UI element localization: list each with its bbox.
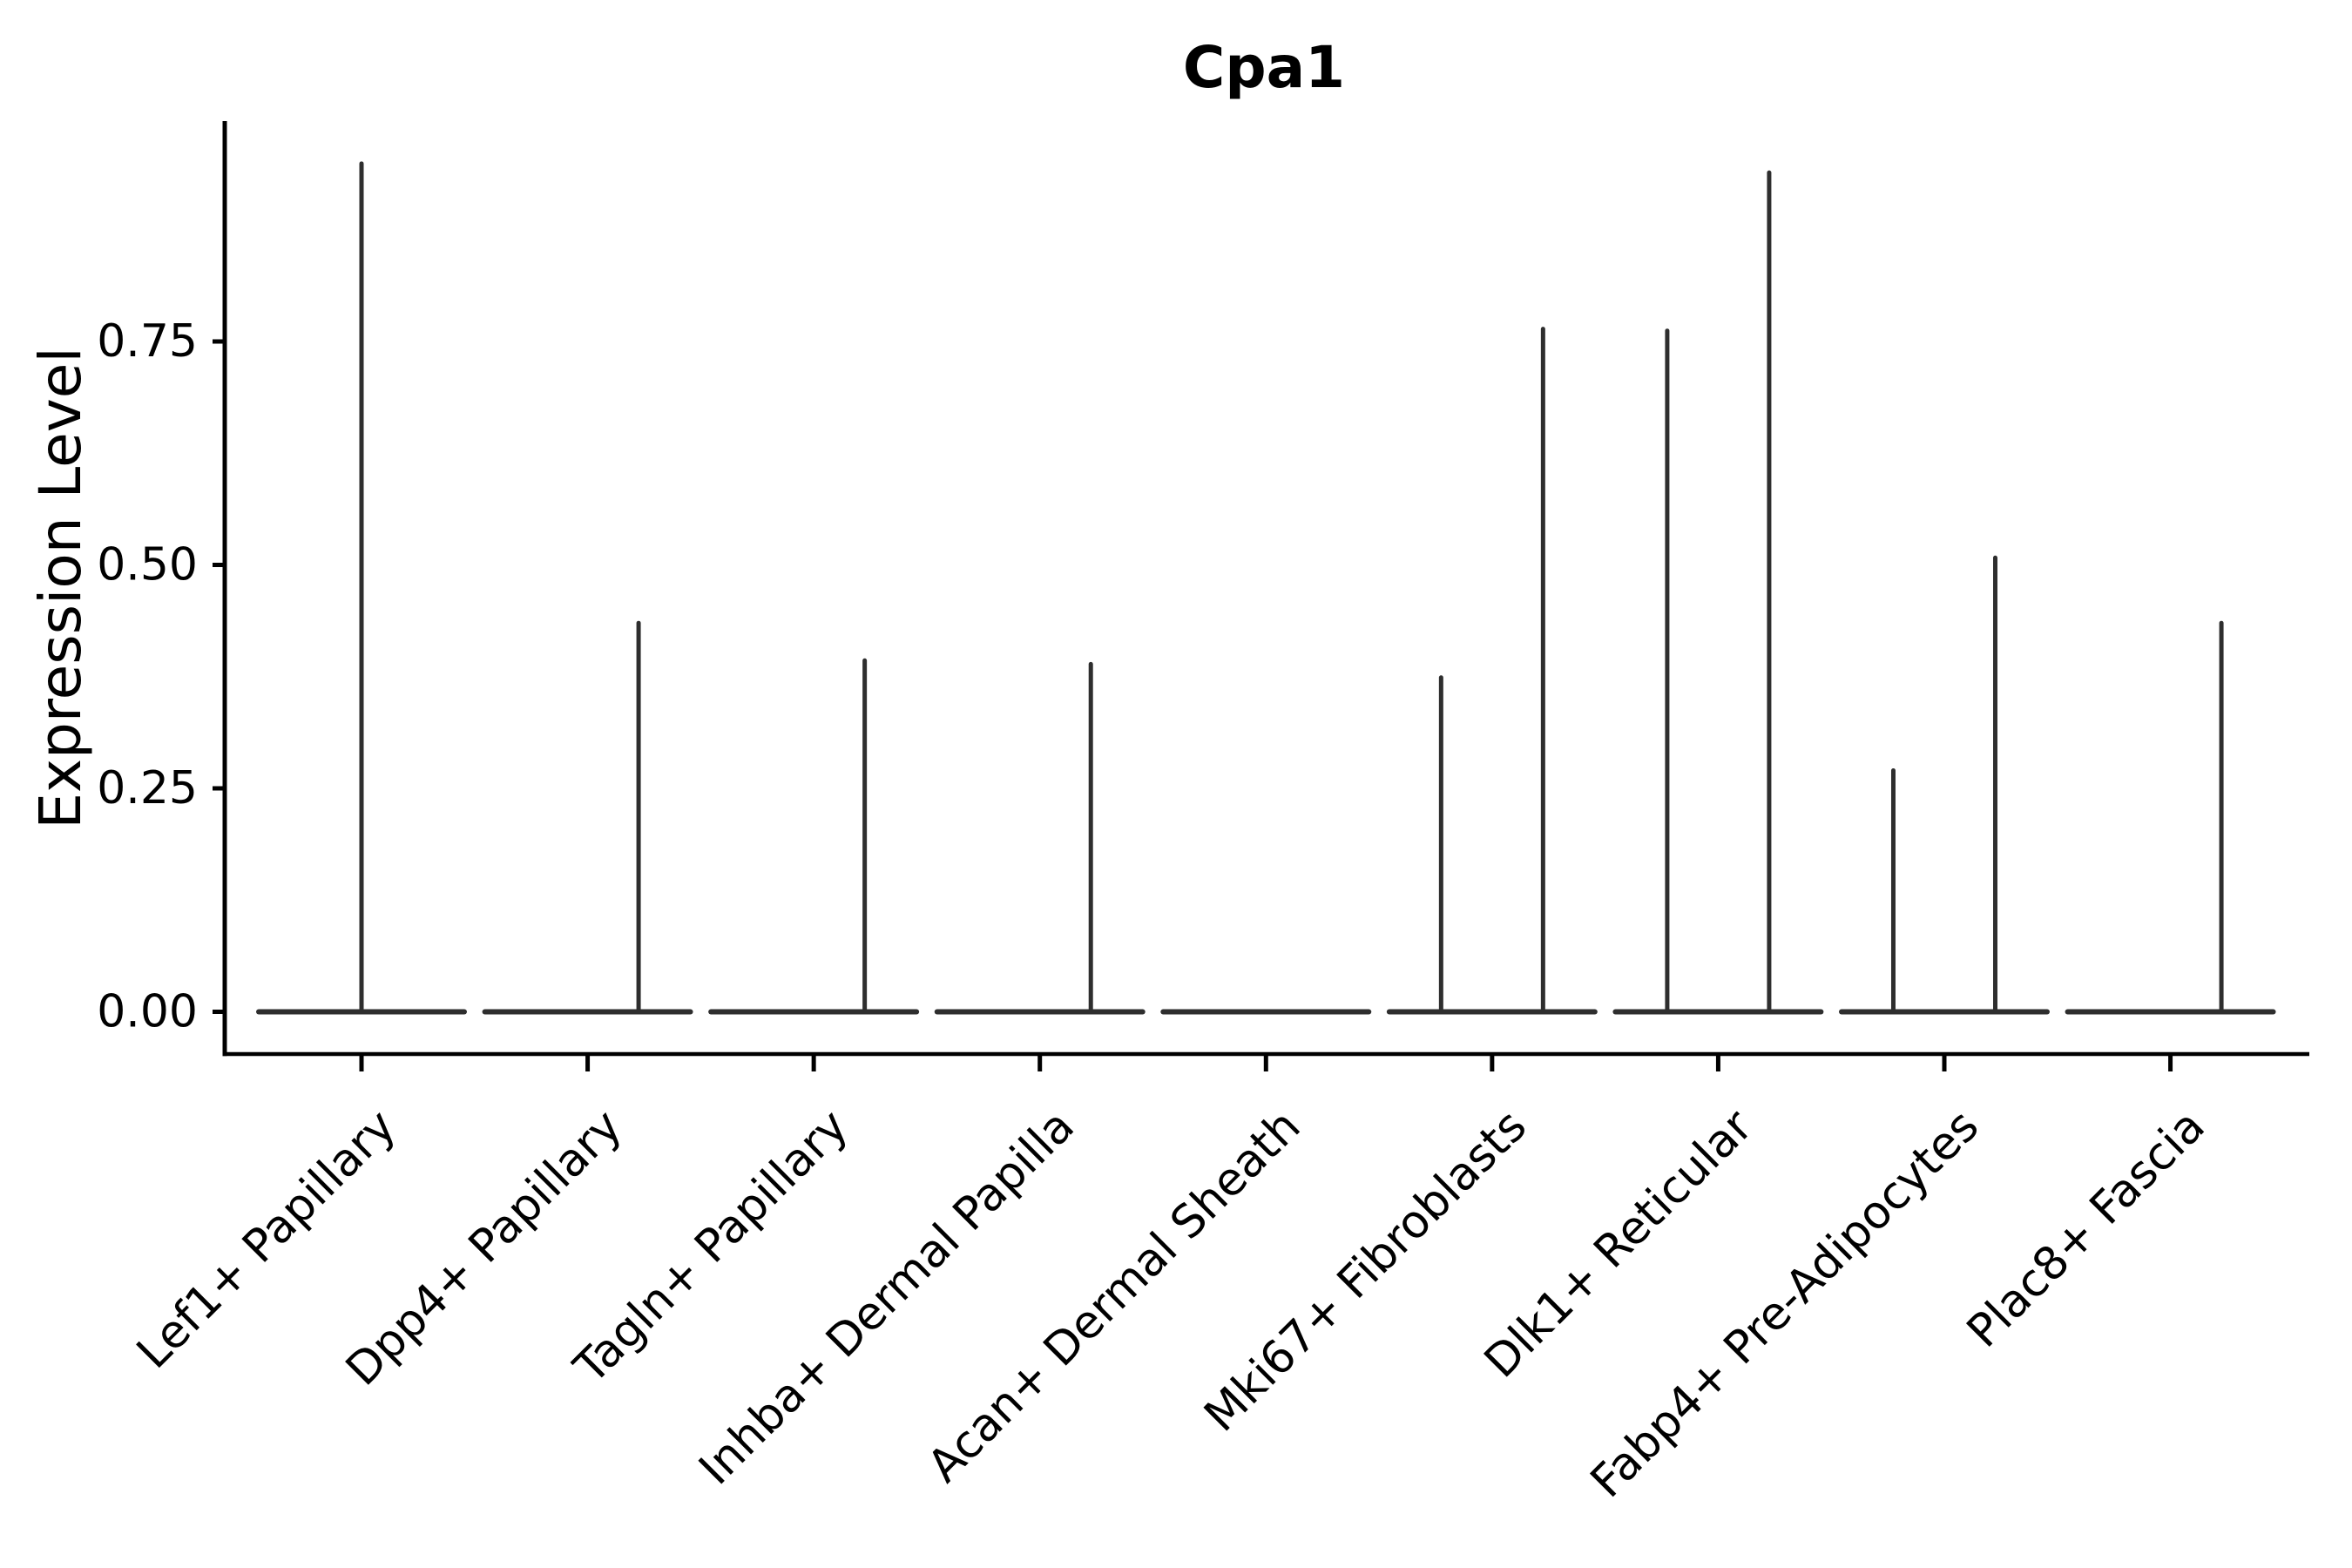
- y-tick-label: 0.00: [97, 986, 198, 1038]
- violin-base: [1612, 1009, 1824, 1015]
- violin-base: [708, 1009, 920, 1015]
- violin-base: [482, 1009, 693, 1015]
- violin-base: [2065, 1009, 2276, 1015]
- chart-title: Cpa1: [1183, 34, 1345, 101]
- violin-base: [934, 1009, 1146, 1015]
- y-tick-label: 0.25: [97, 762, 198, 814]
- y-axis-title: Expression Level: [27, 347, 94, 828]
- violin-base: [1838, 1009, 2050, 1015]
- violin-base: [1386, 1009, 1598, 1015]
- y-tick-label: 0.50: [97, 539, 198, 591]
- violin-base: [1160, 1009, 1372, 1015]
- y-tick-label: 0.75: [97, 315, 198, 368]
